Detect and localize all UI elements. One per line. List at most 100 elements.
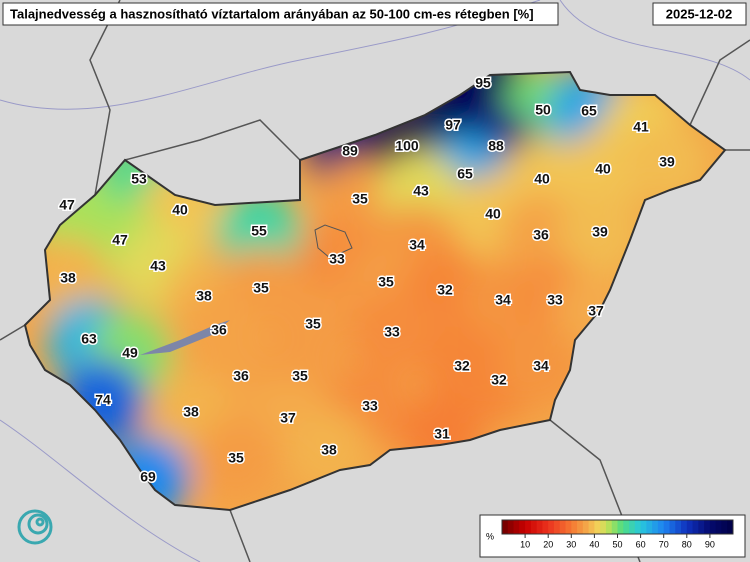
colorbar-cell	[709, 520, 717, 534]
colorbar-cell	[536, 520, 543, 534]
colorbar-cell	[553, 520, 561, 534]
colorbar-cell	[686, 520, 694, 534]
value-label: 38	[183, 404, 199, 420]
colorbar-cell	[542, 520, 549, 534]
colorbar-cell	[507, 520, 515, 534]
value-label: 36	[233, 368, 249, 384]
value-label: 35	[378, 274, 394, 290]
colorbar-cell	[548, 520, 555, 534]
colorbar-cell	[623, 520, 630, 534]
colorbar-cell	[704, 520, 711, 534]
value-blob	[350, 291, 434, 375]
value-label: 32	[491, 372, 507, 388]
value-label: 89	[342, 143, 358, 159]
colorbar-cell	[657, 520, 665, 534]
date-box	[652, 2, 747, 26]
value-label: 97	[445, 117, 461, 133]
colorbar-cell	[675, 520, 682, 534]
colorbar-cell	[571, 520, 578, 534]
value-label: 41	[633, 119, 649, 135]
value-label: 31	[434, 426, 450, 442]
colorbar-cell	[698, 520, 705, 534]
value-label: 35	[228, 450, 244, 466]
colorbar-cell	[519, 520, 526, 534]
value-label: 74	[95, 392, 111, 408]
colorbar-tick-label: 30	[566, 539, 576, 549]
value-label: 34	[495, 292, 511, 308]
value-label: 36	[533, 227, 549, 243]
colorbar-cell	[646, 520, 653, 534]
colorbar-cell	[611, 520, 618, 534]
value-label: 47	[59, 197, 75, 213]
title-box	[2, 2, 559, 26]
value-label: 35	[352, 191, 368, 207]
colorbar-unit: %	[486, 531, 494, 541]
value-label: 40	[595, 161, 611, 177]
value-label: 50	[535, 102, 551, 118]
colorbar-cell	[681, 520, 688, 534]
colorbar-cell	[634, 520, 642, 534]
value-label: 33	[547, 292, 563, 308]
value-label: 55	[251, 223, 267, 239]
value-label: 32	[437, 282, 453, 298]
value-label: 33	[384, 324, 400, 340]
value-label: 33	[362, 398, 378, 414]
value-label: 43	[150, 258, 166, 274]
colorbar-cell	[605, 520, 613, 534]
colorbar-cell	[721, 520, 728, 534]
colorbar-cell	[640, 520, 647, 534]
colorbar-cell	[669, 520, 676, 534]
colorbar-cell	[692, 520, 699, 534]
value-label: 53	[131, 171, 147, 187]
value-blob	[561, 128, 645, 212]
colorbar-cell	[588, 520, 595, 534]
value-blob	[499, 194, 583, 278]
colorbar-cell	[600, 520, 607, 534]
colorbar-cell	[715, 520, 722, 534]
value-label: 38	[321, 442, 337, 458]
value-label: 35	[292, 368, 308, 384]
value-label: 65	[457, 166, 473, 182]
colorbar-tick-label: 60	[636, 539, 646, 549]
value-label: 39	[659, 154, 675, 170]
colorbar-cell	[525, 520, 532, 534]
value-label: 69	[140, 469, 156, 485]
value-label: 37	[588, 303, 604, 319]
colorbar-cell	[629, 520, 636, 534]
value-label: 35	[305, 316, 321, 332]
value-label: 65	[581, 103, 597, 119]
colorbar-cell	[502, 520, 509, 534]
value-label: 35	[253, 280, 269, 296]
value-label: 43	[413, 183, 429, 199]
colorbar: 10 20 30 40 50 60 70 80 90	[501, 519, 734, 549]
value-label: 40	[485, 206, 501, 222]
colorbar-cell	[582, 520, 590, 534]
value-label: 38	[196, 288, 212, 304]
colorbar-tick-label: 50	[612, 539, 622, 549]
value-label: 32	[454, 358, 470, 374]
colorbar-cell	[594, 520, 601, 534]
value-label: 40	[172, 202, 188, 218]
colorbar-tick-label: 80	[682, 539, 692, 549]
logo	[17, 509, 53, 545]
colorbar-cell	[565, 520, 572, 534]
value-label: 39	[592, 224, 608, 240]
colorbar-cell	[652, 520, 659, 534]
value-label: 34	[533, 358, 549, 374]
colorbar-cell	[559, 520, 567, 534]
colorbar-tick-label: 40	[589, 539, 599, 549]
colorbar-tick-label: 70	[659, 539, 669, 549]
value-label: 49	[122, 345, 138, 361]
value-label: 38	[60, 270, 76, 286]
value-label: 63	[81, 331, 97, 347]
colorbar-cell	[530, 520, 538, 534]
colorbar-tick-label: 90	[705, 539, 715, 549]
value-label: 88	[488, 138, 504, 154]
lake	[140, 320, 230, 355]
capital-border	[314, 224, 353, 259]
date: 2025-12-02	[666, 6, 733, 21]
value-label: 34	[409, 237, 425, 253]
colorbar-cell	[577, 520, 584, 534]
value-blob	[194, 417, 278, 501]
